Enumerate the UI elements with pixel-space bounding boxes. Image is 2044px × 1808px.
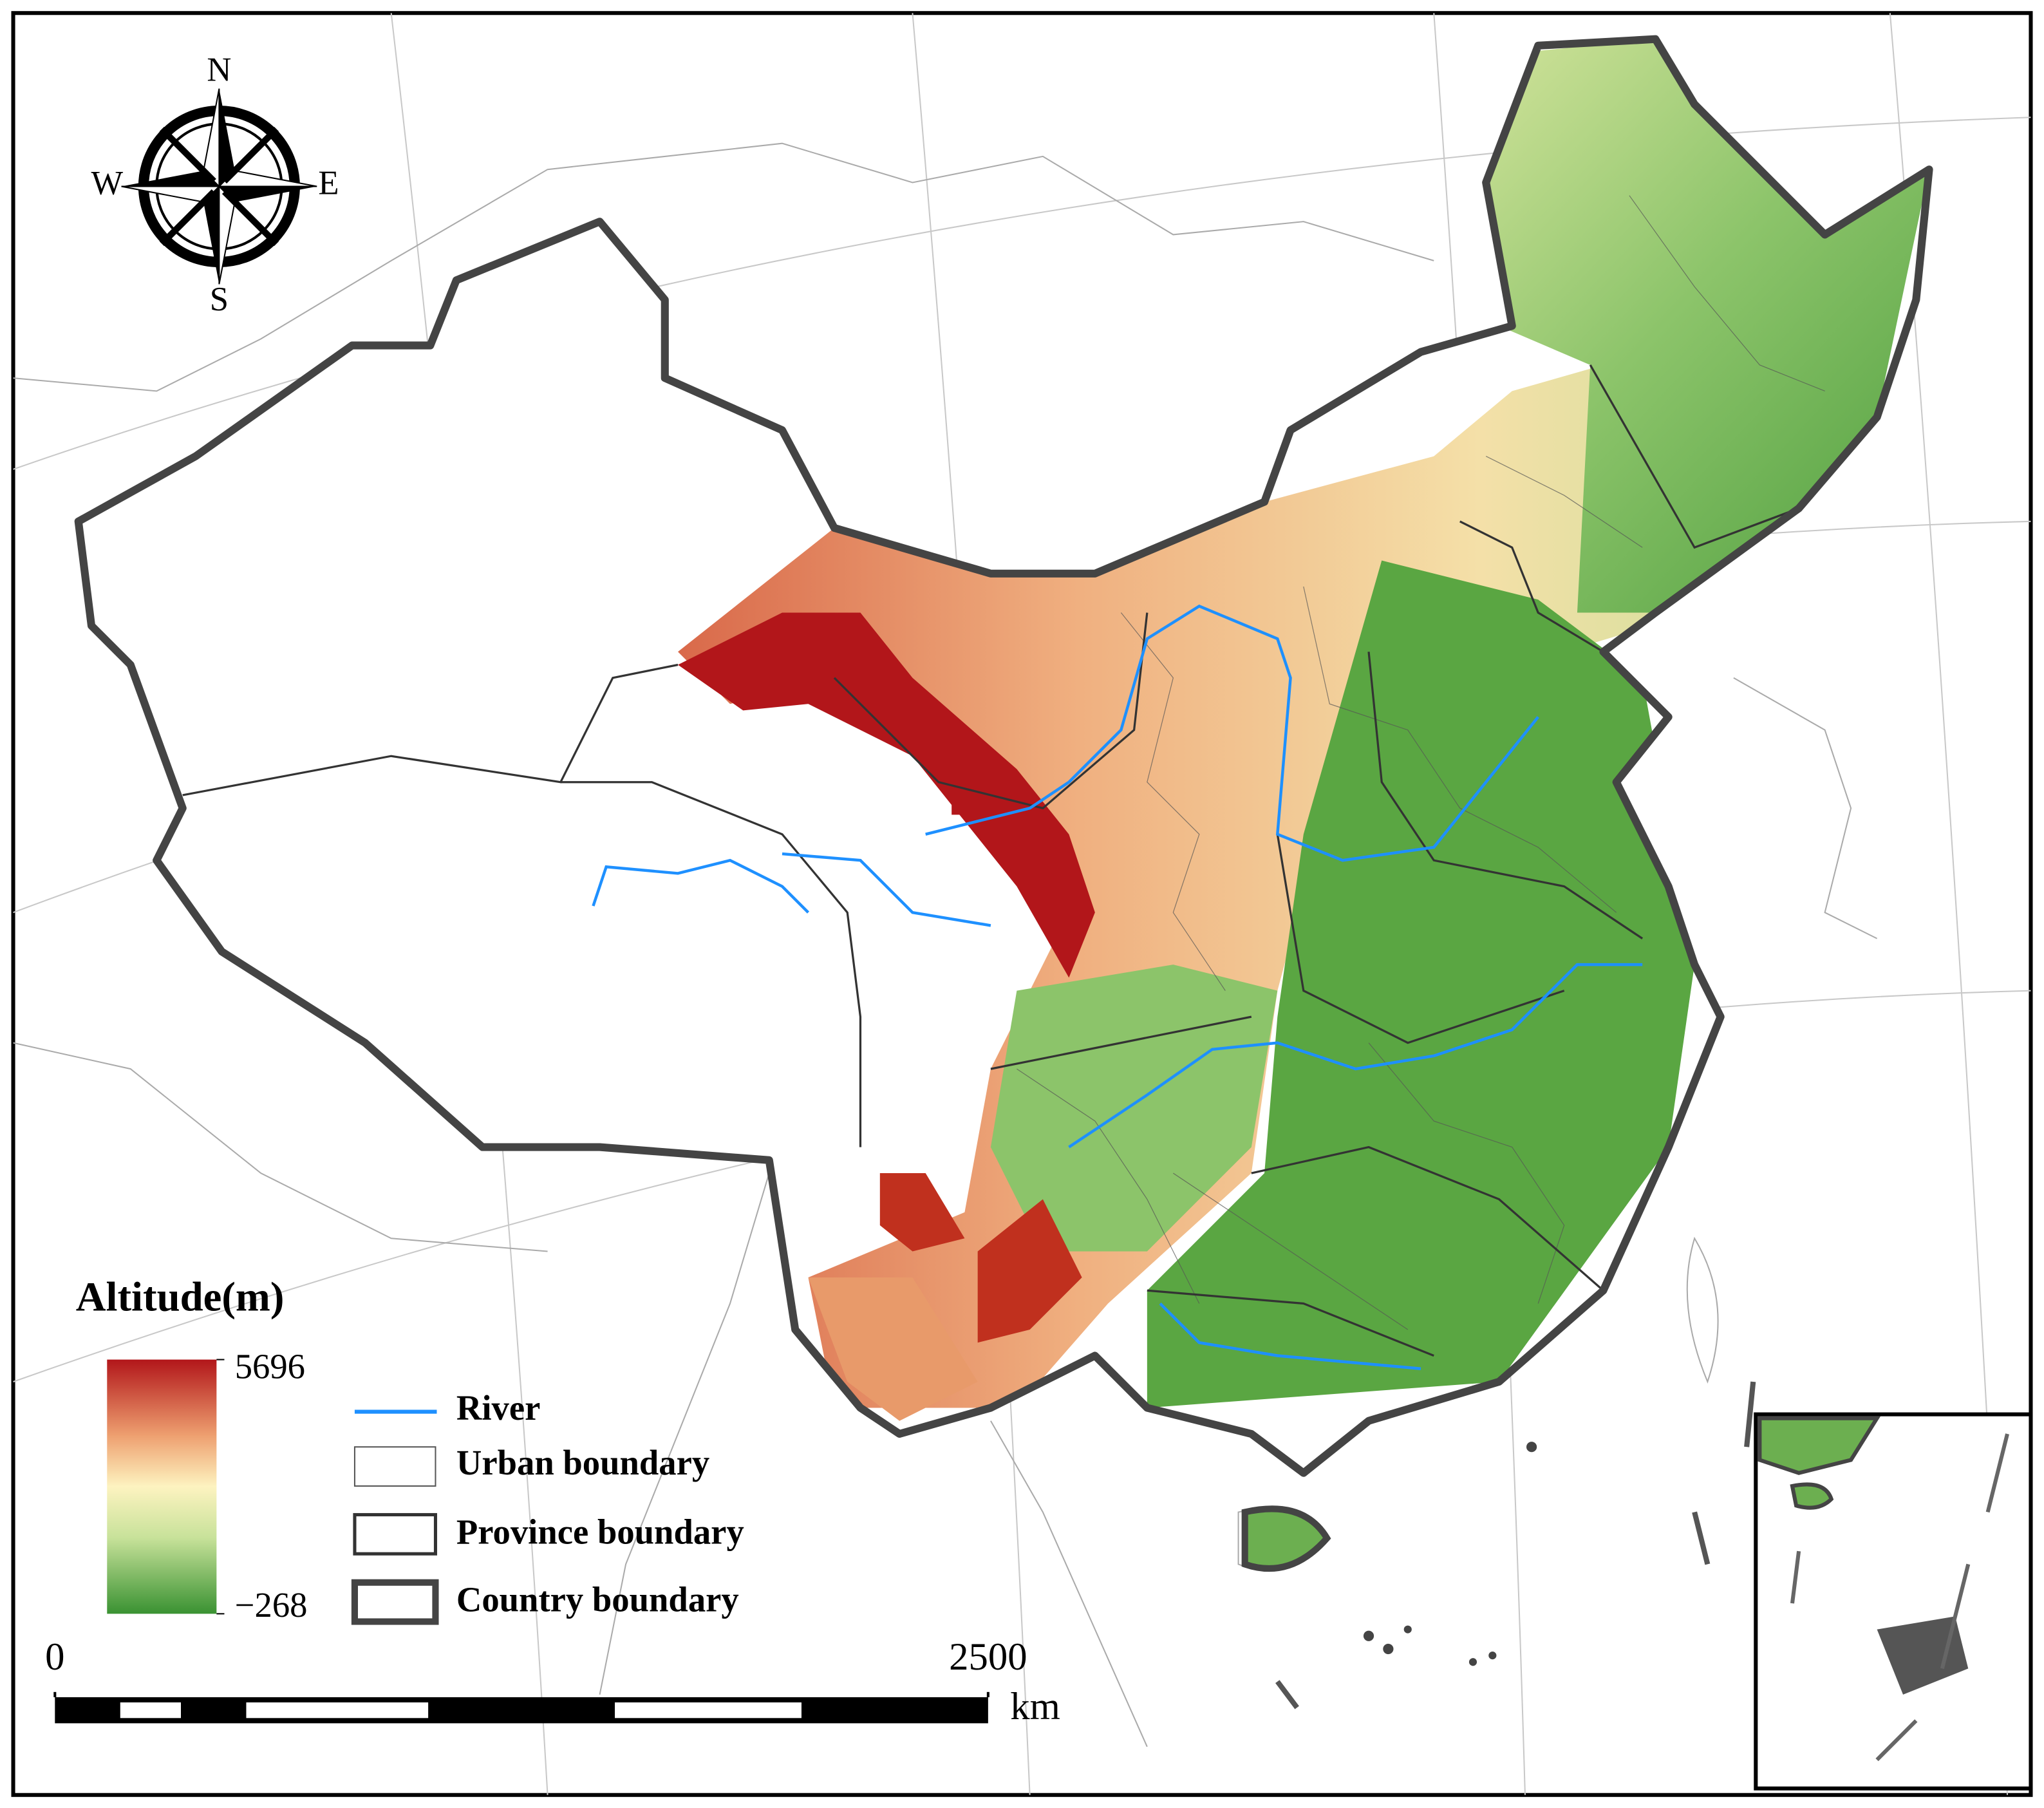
colorbar-label: −268 <box>235 1585 308 1624</box>
compass-south: S <box>210 281 229 318</box>
scale-bar-segment <box>246 1702 429 1719</box>
compass-east: E <box>318 165 339 202</box>
scale-bar: 0 2500 km <box>45 1635 1060 1728</box>
compass-west: W <box>91 165 123 202</box>
legend-province-swatch <box>353 1512 437 1556</box>
legend-label: Urban boundary <box>456 1443 709 1482</box>
hainan <box>1241 1505 1331 1572</box>
compass-north: N <box>207 51 231 88</box>
scale-bar-segment <box>120 1702 182 1719</box>
scale-bar-segment <box>615 1702 802 1719</box>
legend-urban-swatch <box>353 1446 436 1487</box>
scale-bar-outline <box>55 1697 988 1724</box>
legend-title: Altitude(m) <box>76 1274 285 1320</box>
legend-country-swatch <box>351 1579 439 1625</box>
colorbar-label: 5696 <box>235 1346 305 1386</box>
compass: N S W E <box>91 51 339 317</box>
legend-label: River <box>456 1388 541 1427</box>
legend-label: Country boundary <box>456 1580 739 1619</box>
scale-bar-unit: km <box>1010 1685 1060 1728</box>
legend: Altitude(m) 5696 −268 River Urban boundary P… <box>76 1274 744 1625</box>
scale-bar-label: 2500 <box>949 1635 1027 1679</box>
legend-label: Province boundary <box>456 1512 744 1551</box>
colorbar <box>107 1359 217 1614</box>
islands <box>1275 1381 1756 1709</box>
inset <box>1754 1412 2033 1791</box>
scale-bar-label: 0 <box>45 1635 64 1679</box>
